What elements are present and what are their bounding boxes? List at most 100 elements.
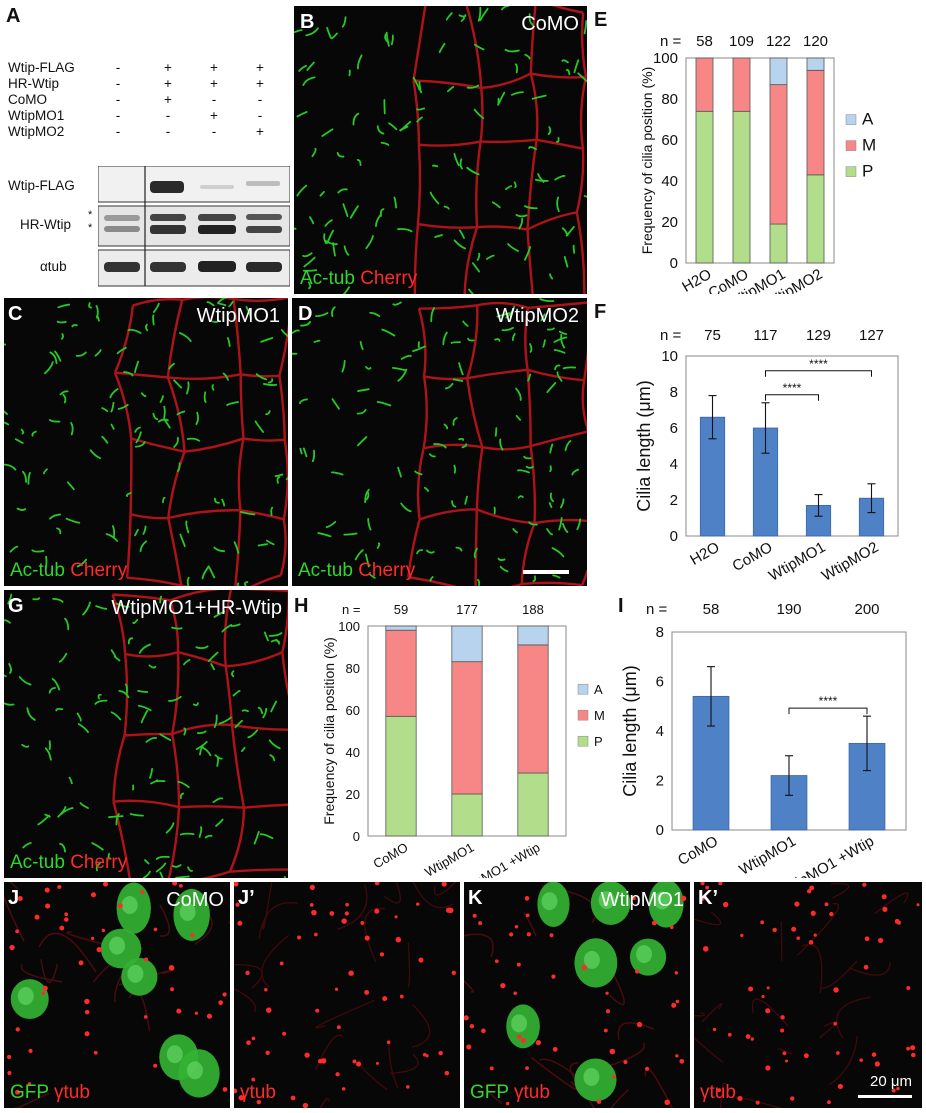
bar-segment-p bbox=[451, 793, 483, 837]
wb-row-label: HR-Wtip bbox=[8, 76, 59, 91]
wb-row-label: WtipMO1 bbox=[8, 108, 65, 123]
blot-asterisk-1: * bbox=[88, 209, 93, 221]
n-value: 58 bbox=[696, 33, 713, 50]
bar-segment-m bbox=[806, 69, 825, 176]
legend-label-m: M bbox=[862, 136, 876, 155]
blot-strips bbox=[97, 165, 291, 287]
bar-segment-a bbox=[451, 625, 483, 663]
x-tick-label: CoMO bbox=[675, 833, 721, 869]
y-tick-label: 6 bbox=[670, 420, 678, 437]
bar-segment-m bbox=[517, 644, 549, 774]
n-value: 120 bbox=[803, 33, 828, 50]
x-tick-label: CoMO bbox=[370, 840, 410, 872]
y-tick-label: 0 bbox=[656, 822, 664, 839]
y-tick-label: 80 bbox=[346, 661, 360, 676]
wb-row-label: Wtip-FLAG bbox=[8, 60, 75, 75]
y-tick-label: 10 bbox=[661, 348, 678, 365]
bar-segment-p bbox=[732, 110, 751, 264]
bar bbox=[699, 416, 726, 537]
y-tick-label: 0 bbox=[353, 829, 360, 844]
wb-cell: + bbox=[256, 76, 264, 91]
n-label: n = bbox=[342, 602, 360, 617]
n-value: 200 bbox=[854, 601, 879, 618]
wb-cell: - bbox=[257, 108, 263, 123]
wb-row-label: WtipMO2 bbox=[8, 124, 65, 139]
n-value: 58 bbox=[703, 601, 720, 618]
chart-i: 0 2 4 6 8 Cilia length (μm) n = 58 190 200 **** CoM… bbox=[620, 601, 907, 878]
stain-label-j: GFP γtub bbox=[10, 1082, 90, 1103]
micrograph-d: D WtipMO2 Ac-tub Cherry bbox=[292, 298, 587, 586]
wb-cell: - bbox=[165, 124, 171, 139]
wb-cell: - bbox=[211, 92, 217, 107]
y-tick-label: 60 bbox=[661, 132, 678, 149]
blot-label-wtip-flag: Wtip-FLAG bbox=[8, 178, 75, 193]
y-tick-label: 20 bbox=[661, 214, 678, 231]
panel-letter-g: G bbox=[8, 595, 24, 617]
y-tick-label: 2 bbox=[656, 773, 664, 790]
wb-cell: + bbox=[210, 60, 218, 75]
wb-row-label: CoMO bbox=[8, 92, 48, 107]
chart-f: 0 2 4 6 8 10 Cilia length (μm) n = 75 117 129 127 **… bbox=[634, 327, 899, 585]
x-tick-label: WtipMO1 bbox=[766, 539, 829, 585]
condition-label-b: CoMO bbox=[521, 13, 579, 35]
legend-label-p: P bbox=[862, 162, 873, 181]
micrograph-j-prime: J’ γtub bbox=[234, 882, 460, 1108]
wb-cell: + bbox=[210, 108, 218, 123]
y-tick-label: 100 bbox=[338, 619, 360, 634]
wb-cell: - bbox=[115, 124, 121, 139]
wb-cell: + bbox=[256, 60, 264, 75]
significance-bracket bbox=[765, 394, 819, 401]
wb-cell: + bbox=[164, 76, 172, 91]
panel-letter-d: D bbox=[298, 303, 313, 325]
condition-label-g: WtipMO1+HR-Wtip bbox=[111, 597, 282, 619]
significance-bracket bbox=[765, 370, 872, 377]
stain-label-c: Ac-tub Cherry bbox=[10, 560, 128, 581]
y-tick-label: 0 bbox=[670, 255, 678, 272]
wb-cell: - bbox=[257, 92, 263, 107]
y-axis-label: Frequency of cilia position (%) bbox=[639, 67, 655, 255]
condition-label-c: WtipMO1 bbox=[196, 305, 280, 327]
significance-label: **** bbox=[809, 357, 828, 371]
wb-cell: + bbox=[210, 76, 218, 91]
y-tick-label: 40 bbox=[661, 173, 678, 190]
legend-label-a: A bbox=[594, 682, 603, 697]
bar-segment-a bbox=[769, 57, 788, 86]
western-blot-image bbox=[97, 165, 291, 288]
bar-segment-p bbox=[695, 110, 714, 264]
panel-letter-h: H bbox=[294, 595, 309, 617]
micrograph-c: C WtipMO1 Ac-tub Cherry bbox=[4, 298, 288, 586]
y-tick-label: 100 bbox=[653, 50, 678, 67]
legend-label-a: A bbox=[862, 110, 874, 129]
x-tick-label: H2O bbox=[687, 539, 722, 569]
x-tick-label: WtipMO2 bbox=[819, 539, 882, 585]
wb-cell: - bbox=[211, 124, 217, 139]
bar-segment-a bbox=[385, 625, 417, 631]
micrograph-j: J CoMO GFP γtub bbox=[4, 882, 230, 1108]
bar-segment-a bbox=[517, 625, 549, 646]
x-tick-label: WtipMO1 bbox=[736, 833, 799, 878]
n-value: 117 bbox=[754, 327, 778, 344]
stain-label-j-prime: γtub bbox=[240, 1082, 276, 1103]
n-value: 190 bbox=[776, 601, 801, 618]
n-value: 188 bbox=[522, 602, 544, 617]
n-label: n = bbox=[646, 601, 668, 618]
panel-letter-j: J bbox=[8, 887, 20, 909]
x-tick-label: WtipMO1 bbox=[422, 840, 476, 878]
panel-letter-k: K bbox=[468, 887, 483, 909]
blot-label-hr-wtip: HR-Wtip bbox=[20, 217, 71, 232]
stain-label-k-prime: γtub bbox=[700, 1082, 736, 1103]
bar-segment-p bbox=[806, 174, 825, 264]
y-tick-label: 60 bbox=[346, 703, 360, 718]
y-tick-label: 40 bbox=[346, 745, 360, 760]
significance-bracket bbox=[788, 707, 868, 715]
n-label: n = bbox=[660, 33, 682, 50]
stain-label-g: Ac-tub Cherry bbox=[10, 852, 128, 873]
y-tick-label: 4 bbox=[670, 456, 678, 473]
significance-label: **** bbox=[783, 381, 802, 395]
micrograph-k-prime: K’ γtub 20 μm bbox=[694, 882, 922, 1108]
bar-segment-m bbox=[695, 57, 714, 112]
y-axis-label: Cilia length (μm) bbox=[620, 665, 640, 796]
condition-label-d: WtipMO2 bbox=[495, 305, 579, 327]
legend-swatch-a bbox=[577, 683, 589, 695]
